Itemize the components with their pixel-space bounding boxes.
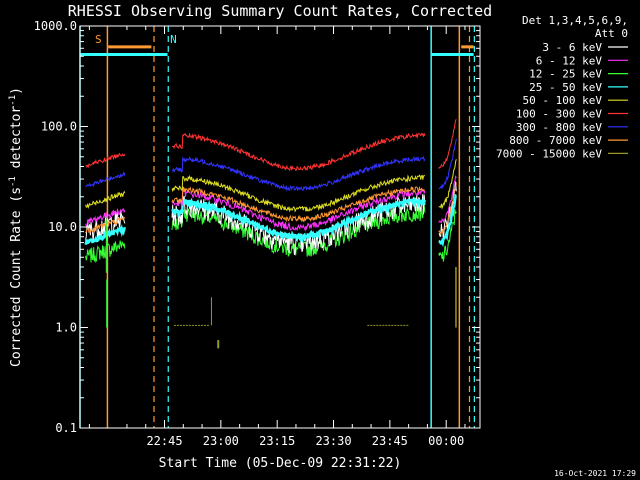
series-trace-4-2 <box>438 159 457 210</box>
svg-text:Corrected Count Rate (s-1 dete: Corrected Count Rate (s-1 detector-1) <box>8 87 24 367</box>
legend-label-0: 3 - 6 keV <box>542 41 602 54</box>
legend-header-line-2: Att 0 <box>595 27 628 40</box>
series-trace-2-2 <box>438 209 457 262</box>
series-trace-1-1 <box>171 188 426 232</box>
x-tick-label-4: 23:45 <box>372 434 408 448</box>
y-tick-label-4: 1000.0 <box>34 19 77 33</box>
flag-label-s: S <box>95 33 102 46</box>
series-trace-2-1 <box>171 204 426 258</box>
legend-label-7: 800 - 7000 keV <box>509 134 602 147</box>
footer-date: 16-Oct-2021 17:29 <box>554 469 636 478</box>
series-trace-5-2 <box>438 118 457 169</box>
flag-label-n: N <box>170 33 177 46</box>
y-tick-label-2: 10.0 <box>48 220 77 234</box>
series-trace-3-0 <box>84 223 127 246</box>
plot-frame <box>79 25 481 429</box>
series-trace-1-2 <box>438 174 457 224</box>
series-trace-7-1 <box>171 185 425 223</box>
series-trace-5-0 <box>85 152 126 169</box>
series-trace-6-2 <box>438 138 457 190</box>
legend-label-8: 7000 - 15000 keV <box>496 147 602 160</box>
y-tick-label-1: 1.0 <box>55 321 77 335</box>
chart-title: RHESSI Observing Summary Count Rates, Co… <box>68 2 492 20</box>
legend-label-1: 6 - 12 keV <box>536 54 603 67</box>
series-trace-1-0 <box>85 208 126 228</box>
series-trace-5-1 <box>172 132 426 172</box>
x-tick-label-5: 00:00 <box>428 434 464 448</box>
y-tick-label-0: 0.1 <box>55 421 77 435</box>
legend-label-5: 100 - 300 keV <box>516 108 602 121</box>
series-trace-2-0 <box>85 240 126 263</box>
y-axis-label: Corrected Count Rate (s-1 detector-1) <box>8 87 24 367</box>
series-trace-4-0 <box>85 190 126 210</box>
series-trace-3-2 <box>438 193 457 248</box>
legend-label-4: 50 - 100 keV <box>523 94 603 107</box>
legend-label-3: 25 - 50 keV <box>529 81 602 94</box>
x-axis-label: Start Time (05-Dec-09 22:31:22) <box>159 456 402 471</box>
x-tick-label-3: 23:30 <box>315 434 351 448</box>
series-trace-6-1 <box>171 155 426 192</box>
series-trace-7-0 <box>85 217 126 234</box>
x-tick-label-1: 23:00 <box>203 434 239 448</box>
y-tick-label-3: 100.0 <box>41 120 77 134</box>
legend-header-line-1: Det 1,3,4,5,6,9, <box>522 14 628 27</box>
legend-label-2: 12 - 25 keV <box>529 68 602 81</box>
series-trace-3-1 <box>171 196 427 243</box>
series-trace-4-1 <box>171 174 426 213</box>
series-trace-6-0 <box>85 171 126 188</box>
x-tick-label-2: 23:15 <box>259 434 295 448</box>
series-trace-0-0 <box>85 211 126 242</box>
series-trace-7-2 <box>438 182 457 236</box>
legend-label-6: 300 - 800 keV <box>516 121 602 134</box>
x-tick-label-0: 22:45 <box>146 434 182 448</box>
